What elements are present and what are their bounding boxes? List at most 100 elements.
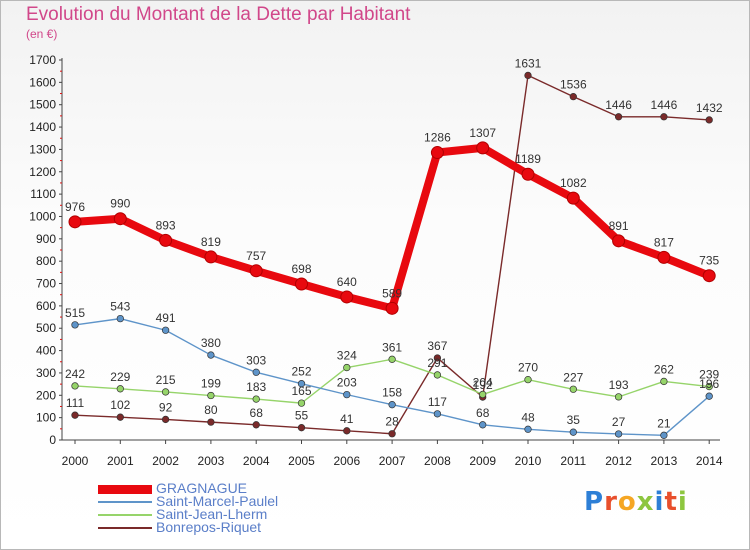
data-label-2: 270	[518, 361, 538, 375]
series-point-1	[71, 321, 79, 329]
series-point-1	[207, 351, 215, 359]
y-tick-label: 100	[36, 411, 56, 425]
series-point-2	[569, 385, 577, 393]
y-tick-label: 1400	[29, 120, 56, 134]
x-tick-label: 2007	[379, 454, 406, 468]
y-tick-label: 1100	[30, 187, 56, 201]
series-point-3	[433, 354, 442, 362]
data-label-2: 165	[291, 384, 311, 398]
series-point-2	[161, 388, 170, 396]
y-tick-label: 800	[36, 254, 56, 268]
series-point-3	[660, 113, 668, 121]
legend-swatch	[98, 527, 152, 529]
x-tick-label: 2000	[62, 454, 89, 468]
x-tick-label: 2001	[107, 454, 134, 468]
series-point-3	[71, 411, 79, 419]
series-point-1	[479, 421, 487, 429]
data-label-0: 891	[609, 219, 629, 233]
logo-letter: i	[677, 487, 688, 517]
data-label-0: 1307	[469, 126, 496, 140]
data-label-1: 35	[567, 413, 581, 427]
series-point-2	[479, 390, 487, 399]
series-point-1	[705, 392, 713, 400]
series-point-2	[343, 363, 351, 372]
x-tick-label: 2006	[333, 454, 360, 468]
data-label-3: 1446	[651, 98, 678, 112]
data-label-1: 252	[291, 365, 311, 379]
y-tick-label: 700	[36, 277, 56, 291]
legend-swatch	[98, 501, 152, 503]
legend-label: GRAGNAGUE	[156, 480, 248, 496]
data-label-0: 819	[201, 235, 221, 249]
logo-letter: P	[584, 487, 605, 517]
x-tick-label: 2008	[424, 454, 451, 468]
series-point-2	[207, 391, 215, 400]
series-point-1	[614, 430, 623, 438]
data-label-1: 303	[246, 353, 266, 367]
x-tick-label: 2009	[469, 454, 496, 468]
series-point-2	[524, 375, 532, 384]
series-point-2	[297, 399, 306, 407]
chart-unit-label: (en €)	[26, 27, 58, 41]
series-point-3	[524, 71, 532, 80]
data-label-1: 515	[65, 306, 85, 320]
x-tick-label: 2003	[198, 454, 225, 468]
y-tick-label: 1200	[29, 165, 56, 179]
y-tick-label: 1300	[29, 142, 56, 156]
series-point-0	[476, 141, 490, 155]
x-tick-label: 2014	[696, 454, 723, 468]
legend-swatch	[98, 485, 152, 494]
data-label-3: 1432	[696, 101, 723, 115]
data-label-3: 55	[295, 409, 309, 423]
series-point-2	[433, 371, 442, 379]
series-point-3	[297, 424, 306, 432]
y-tick-label: 600	[36, 299, 56, 313]
series-point-0	[68, 215, 82, 229]
data-label-3: 68	[250, 406, 264, 420]
series-point-3	[116, 413, 124, 421]
proxiti-logo: Proxiti	[584, 487, 688, 517]
legend-item: Saint-Jean-Lherm	[98, 506, 358, 522]
y-tick-label: 900	[36, 232, 56, 246]
legend-item: Bonrepos-Riquet	[98, 519, 358, 535]
data-label-1: 117	[428, 395, 447, 409]
series-point-0	[702, 269, 716, 283]
series-point-1	[343, 390, 351, 399]
data-label-0: 990	[110, 197, 130, 211]
legend-item: Saint-Marcel-Paulel	[98, 493, 358, 509]
series-point-1	[116, 314, 124, 323]
data-label-2: 324	[337, 349, 357, 363]
data-label-0: 1082	[560, 176, 587, 190]
data-label-2: 242	[65, 367, 85, 381]
data-label-1: 196	[699, 377, 719, 391]
x-tick-label: 2012	[605, 454, 632, 468]
data-label-1: 380	[201, 336, 221, 350]
data-label-3: 80	[204, 403, 218, 417]
logo-letter: r	[604, 487, 618, 517]
y-tick-label: 1700	[29, 53, 56, 67]
series-point-0	[521, 167, 535, 181]
data-label-3: 1631	[515, 56, 542, 70]
x-tick-label: 2002	[152, 454, 179, 468]
x-tick-label: 2010	[515, 454, 542, 468]
series-point-2	[705, 382, 713, 391]
data-label-1: 48	[521, 410, 535, 424]
series-point-2	[71, 382, 79, 390]
data-label-0: 817	[654, 235, 674, 249]
x-tick-label: 2005	[288, 454, 315, 468]
y-tick-label: 1500	[29, 98, 56, 112]
legend-label: Saint-Marcel-Paulel	[156, 493, 279, 509]
series-point-2	[388, 355, 396, 363]
x-tick-label: 2004	[243, 454, 270, 468]
series-point-0	[249, 264, 263, 278]
y-tick-label: 500	[36, 321, 56, 335]
series-point-1	[433, 410, 442, 418]
data-label-3: 41	[340, 412, 354, 426]
legend: GRAGNAGUE Saint-Marcel-Paulel Saint-Jean-L…	[98, 480, 358, 535]
data-label-0: 698	[291, 262, 311, 276]
data-label-3: 367	[427, 339, 447, 353]
series-point-2	[116, 385, 124, 393]
data-label-0: 640	[337, 275, 357, 289]
logo-letter: i	[654, 487, 665, 517]
